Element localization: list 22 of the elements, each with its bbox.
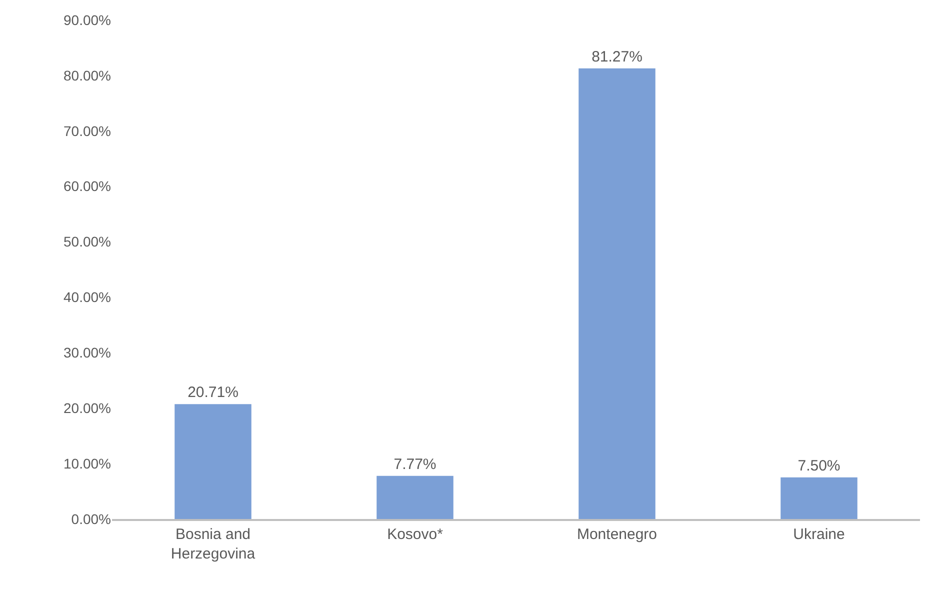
y-tick-label: 60.00% [64,178,111,194]
y-tick-label: 0.00% [71,510,111,527]
y-tick-label: 90.00% [64,12,111,28]
y-tick-label: 30.00% [64,344,111,361]
data-label: 7.77% [394,456,436,473]
y-tick-label: 20.00% [64,400,111,416]
y-tick-label: 50.00% [64,234,111,250]
x-tick-label: Kosovo* [387,526,444,543]
bar [376,476,454,519]
bar [174,404,252,519]
y-tick-label: 70.00% [64,122,111,139]
bar [578,68,656,519]
data-label: 20.71% [188,384,238,402]
x-tick-label: Bosnia and Herzegovina [170,526,256,562]
x-tick-label: Montenegro [576,526,658,543]
y-tick-label: 40.00% [64,289,111,306]
data-label: 7.50% [798,457,840,474]
y-tick-label: 10.00% [64,455,111,472]
x-tick-label: Ukraine [793,526,845,543]
y-tick-label: 80.00% [64,67,111,84]
bar [780,477,858,519]
data-label: 81.27% [592,48,642,66]
